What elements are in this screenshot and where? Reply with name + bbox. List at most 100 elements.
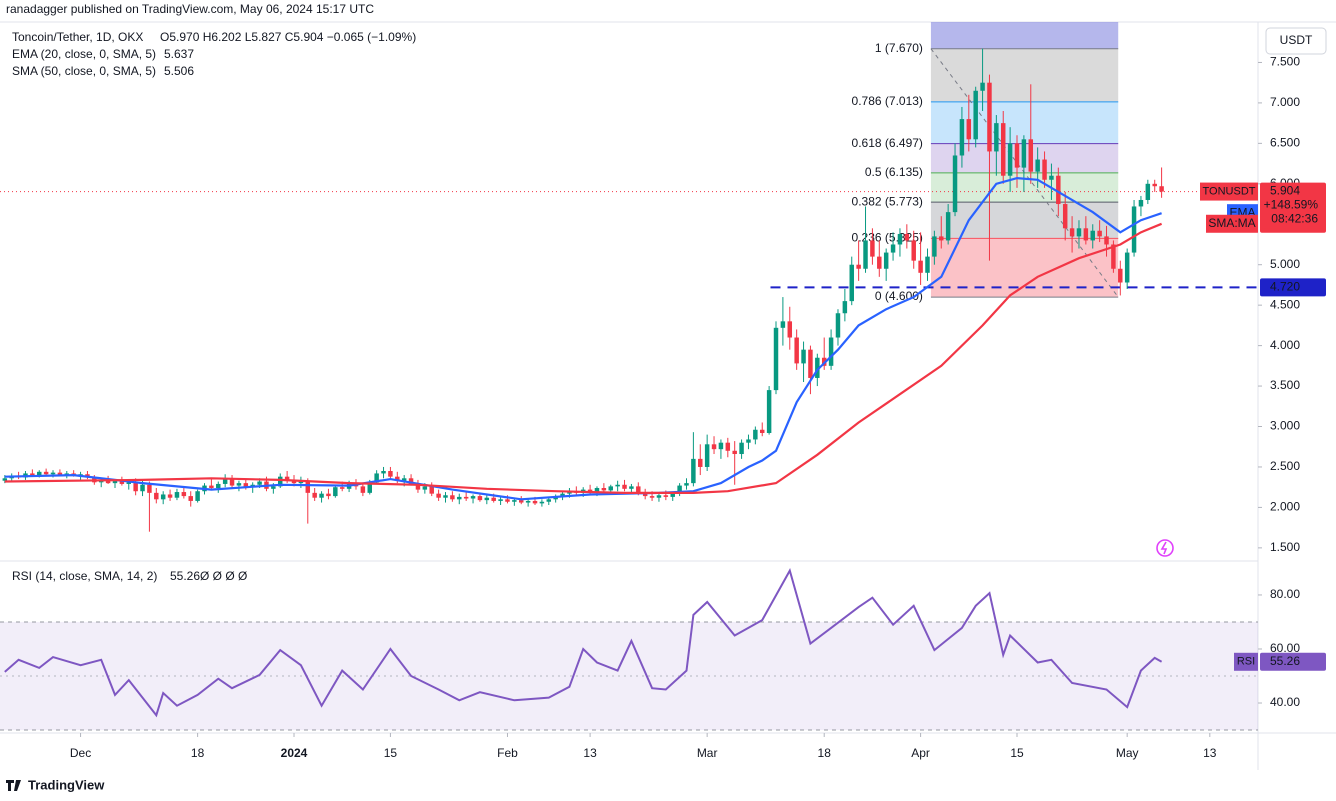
candle-body	[408, 478, 414, 484]
rsi-value-box	[1260, 652, 1326, 671]
candle-body	[766, 390, 772, 433]
rsi-legend-value: 55.26	[170, 569, 200, 583]
candle-body	[1159, 186, 1164, 192]
candle-body	[271, 486, 276, 489]
candle-body	[1056, 175, 1061, 205]
y-tick-label: 7.500	[1270, 55, 1300, 69]
candle-body	[532, 500, 538, 504]
candle-body	[147, 484, 152, 493]
x-tick-label: 18	[818, 746, 832, 760]
candle-body	[560, 493, 565, 497]
fib-zone	[930, 22, 1119, 49]
candle-body	[842, 301, 848, 314]
candle-body	[229, 479, 235, 486]
candle-body	[160, 494, 166, 500]
price-value-box	[1260, 182, 1326, 229]
candle-body	[870, 240, 875, 257]
candle-body	[704, 444, 710, 467]
candle-body	[1090, 230, 1095, 241]
candle-body	[174, 492, 180, 498]
candle-body	[1104, 236, 1109, 245]
candle-body	[484, 497, 490, 501]
candle-body	[216, 483, 221, 488]
candle-body	[305, 481, 311, 493]
candle-body	[1069, 228, 1075, 237]
candle-body	[140, 484, 145, 492]
candle-body	[1124, 252, 1130, 283]
candle-body	[381, 471, 386, 474]
candle-body	[753, 429, 758, 440]
candle-body	[945, 212, 951, 241]
y-tick-label: 3.500	[1270, 378, 1300, 392]
candle-body	[30, 473, 35, 476]
candle-body	[1021, 139, 1027, 168]
candle-body	[50, 472, 56, 475]
candle-body	[43, 471, 49, 475]
candle-body	[711, 444, 717, 450]
y-tick-label: 3.000	[1270, 419, 1300, 433]
x-tick-label: 15	[1010, 746, 1024, 760]
ma-line	[4, 222, 1163, 494]
x-tick-label: 18	[191, 746, 205, 760]
x-tick-label: Feb	[497, 746, 518, 760]
candle-body	[1111, 244, 1116, 269]
candle-body	[360, 486, 366, 493]
fib-zone	[930, 172, 1119, 203]
candle-body	[222, 479, 228, 484]
fib-label: 0.618 (6.497)	[852, 136, 923, 150]
currency[interactable]: USDT	[1280, 33, 1313, 47]
candle-body	[1014, 143, 1020, 168]
alert-icon[interactable]	[1156, 539, 1174, 557]
candle-body	[539, 501, 545, 504]
candle-body	[498, 499, 503, 501]
candle-body	[849, 264, 854, 302]
price-value: 5.904	[1270, 184, 1300, 198]
candle-body	[209, 485, 214, 488]
candle-body	[429, 486, 434, 494]
y-tick-label: 7.000	[1270, 95, 1300, 109]
candle-body	[2, 478, 8, 481]
candle-body	[450, 495, 455, 500]
candle-body	[684, 483, 689, 486]
ohlc: O5.970 H6.202 L5.827 C5.904 −0.065 (−1.0…	[160, 30, 416, 44]
y-tick-label: 4.000	[1270, 338, 1300, 352]
candle-body	[333, 487, 338, 497]
candle-body	[553, 496, 558, 500]
candle-body	[112, 479, 118, 484]
rsi-tag-box	[1234, 652, 1258, 671]
candle-body	[656, 495, 662, 498]
candle-body	[326, 493, 331, 497]
published-line: ranadagger published on TradingView.com,…	[6, 2, 374, 16]
candle-body	[505, 499, 510, 502]
y-tick-label: 4.500	[1270, 297, 1300, 311]
x-tick-label: Apr	[911, 746, 930, 760]
candle-body	[815, 357, 820, 378]
ma-legend-value: 5.637	[164, 47, 194, 61]
candle-body	[739, 442, 744, 455]
candle-body	[773, 327, 779, 391]
candle-body	[587, 489, 593, 493]
y-tick-label: 2.000	[1270, 500, 1300, 514]
candle-body	[57, 472, 63, 476]
candle-body	[525, 500, 531, 503]
candle-body	[457, 496, 462, 500]
candle-body	[897, 233, 903, 245]
candle-body	[278, 476, 283, 487]
candle-body	[1097, 230, 1102, 237]
candle-body	[959, 119, 965, 156]
candle-body	[787, 321, 793, 338]
rsi-tick-label: 40.00	[1270, 695, 1300, 709]
fib-label: 0.5 (6.135)	[865, 165, 923, 179]
candle-body	[925, 256, 930, 273]
candle-body	[780, 321, 786, 328]
price-tag-name: TONUSDT	[1203, 185, 1256, 197]
candle-body	[154, 492, 159, 500]
candle-body	[670, 493, 675, 497]
currency-button[interactable]	[1265, 27, 1327, 55]
candle-body	[415, 483, 421, 490]
support-value: 4.720	[1270, 280, 1300, 294]
candle-body	[725, 442, 731, 451]
candle-body	[491, 497, 496, 501]
candle-body	[1118, 268, 1123, 283]
candle-body	[119, 479, 125, 484]
